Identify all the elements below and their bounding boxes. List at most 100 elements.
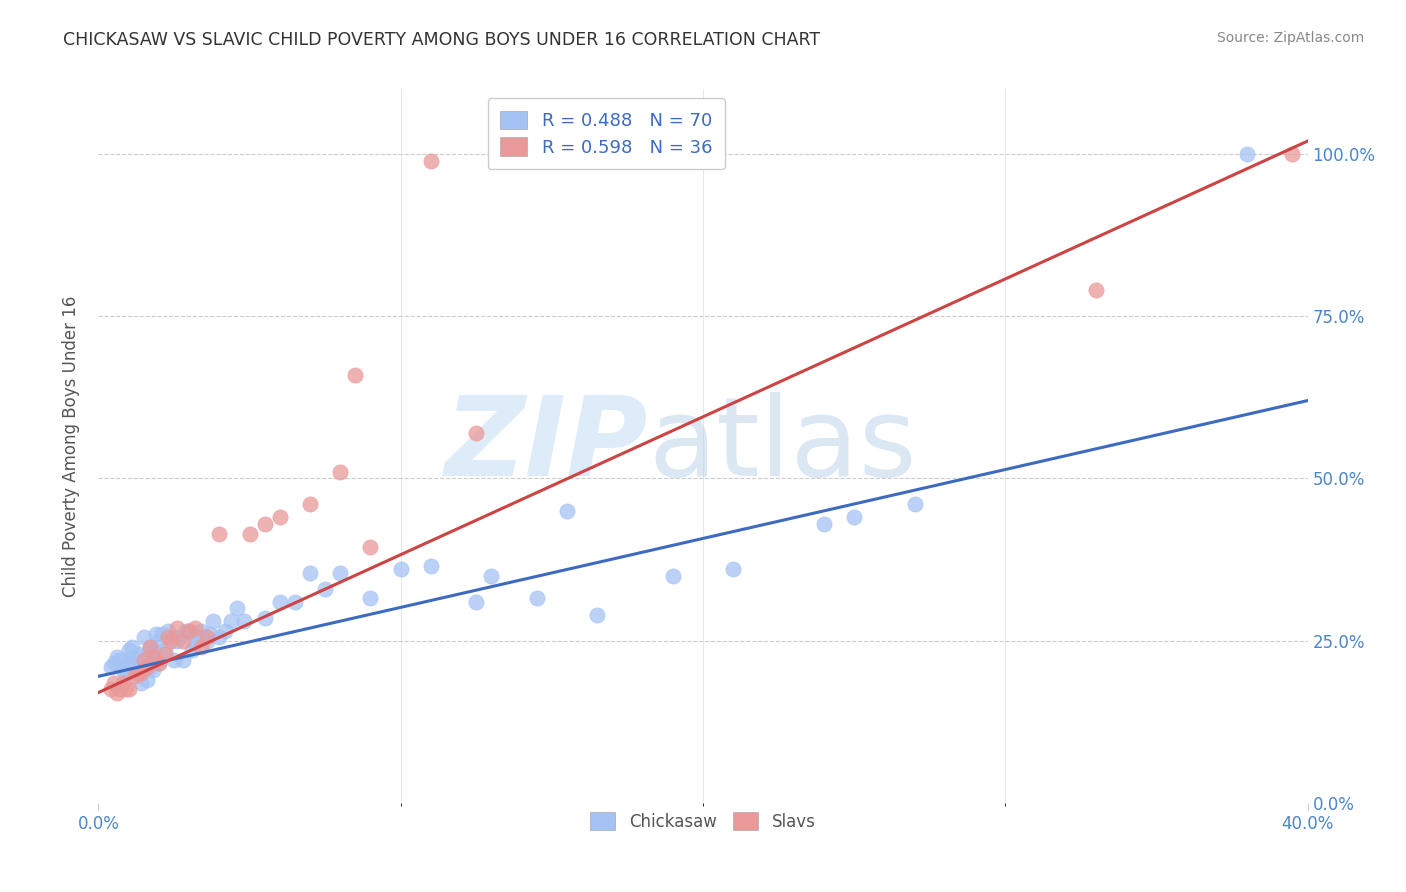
Point xyxy=(1236,147,1258,161)
Point xyxy=(105,685,128,699)
Text: atlas: atlas xyxy=(648,392,917,500)
Point xyxy=(132,653,155,667)
Point xyxy=(269,510,291,524)
Text: CHICKASAW VS SLAVIC CHILD POVERTY AMONG BOYS UNDER 16 CORRELATION CHART: CHICKASAW VS SLAVIC CHILD POVERTY AMONG … xyxy=(63,31,820,49)
Point xyxy=(465,425,488,440)
Point xyxy=(129,666,152,681)
Point xyxy=(420,559,443,574)
Point xyxy=(221,614,243,628)
Point xyxy=(156,624,179,638)
Point xyxy=(103,675,125,690)
Point xyxy=(172,653,194,667)
Point xyxy=(723,562,745,576)
Text: Source: ZipAtlas.com: Source: ZipAtlas.com xyxy=(1216,31,1364,45)
Point xyxy=(103,657,125,671)
Point xyxy=(139,659,162,673)
Point xyxy=(184,621,207,635)
Point xyxy=(344,368,367,382)
Point xyxy=(129,663,152,677)
Point xyxy=(118,682,141,697)
Point xyxy=(813,516,835,531)
Point xyxy=(284,595,307,609)
Point xyxy=(160,633,183,648)
Point xyxy=(108,682,131,697)
Point xyxy=(253,516,276,531)
Point xyxy=(124,669,146,683)
Point xyxy=(174,624,197,638)
Point xyxy=(1085,283,1108,297)
Point xyxy=(145,653,167,667)
Point xyxy=(111,663,134,677)
Point xyxy=(200,627,222,641)
Point xyxy=(108,653,131,667)
Point xyxy=(190,624,212,638)
Point xyxy=(121,649,143,664)
Point xyxy=(163,653,186,667)
Point xyxy=(135,647,157,661)
Point xyxy=(226,601,249,615)
Point xyxy=(555,504,578,518)
Point xyxy=(153,643,176,657)
Point xyxy=(586,607,609,622)
Point xyxy=(181,643,204,657)
Point xyxy=(269,595,291,609)
Point xyxy=(132,659,155,673)
Point xyxy=(360,540,382,554)
Point xyxy=(156,631,179,645)
Point xyxy=(166,633,188,648)
Y-axis label: Child Poverty Among Boys Under 16: Child Poverty Among Boys Under 16 xyxy=(62,295,80,597)
Point xyxy=(465,595,488,609)
Point xyxy=(142,643,165,657)
Point xyxy=(127,666,149,681)
Point xyxy=(232,614,254,628)
Point xyxy=(193,631,215,645)
Legend: Chickasaw, Slavs: Chickasaw, Slavs xyxy=(583,805,823,838)
Point xyxy=(661,568,683,582)
Point xyxy=(127,647,149,661)
Point xyxy=(481,568,503,582)
Point xyxy=(148,657,170,671)
Point xyxy=(150,627,173,641)
Point xyxy=(172,633,194,648)
Point xyxy=(526,591,548,606)
Point xyxy=(179,624,201,638)
Point xyxy=(135,673,157,687)
Point xyxy=(114,666,136,681)
Point xyxy=(114,682,136,697)
Point xyxy=(142,649,165,664)
Point xyxy=(118,643,141,657)
Point xyxy=(124,657,146,671)
Point xyxy=(214,624,236,638)
Point xyxy=(100,682,122,697)
Point xyxy=(148,633,170,648)
Point xyxy=(100,659,122,673)
Point xyxy=(121,640,143,654)
Point xyxy=(208,526,231,541)
Point xyxy=(904,497,927,511)
Point xyxy=(195,633,218,648)
Point xyxy=(202,614,225,628)
Point xyxy=(190,640,212,654)
Point xyxy=(208,631,231,645)
Point xyxy=(299,566,322,580)
Point xyxy=(148,657,170,671)
Point xyxy=(329,566,352,580)
Point xyxy=(184,637,207,651)
Point xyxy=(195,631,218,645)
Point xyxy=(360,591,382,606)
Point xyxy=(163,631,186,645)
Point xyxy=(129,675,152,690)
Point xyxy=(153,647,176,661)
Point xyxy=(135,659,157,673)
Point xyxy=(166,621,188,635)
Point xyxy=(169,631,191,645)
Point xyxy=(145,627,167,641)
Point xyxy=(132,631,155,645)
Point xyxy=(389,562,412,576)
Point xyxy=(329,465,352,479)
Point xyxy=(314,582,336,596)
Point xyxy=(139,640,162,654)
Point xyxy=(139,640,162,654)
Point xyxy=(253,611,276,625)
Point xyxy=(111,675,134,690)
